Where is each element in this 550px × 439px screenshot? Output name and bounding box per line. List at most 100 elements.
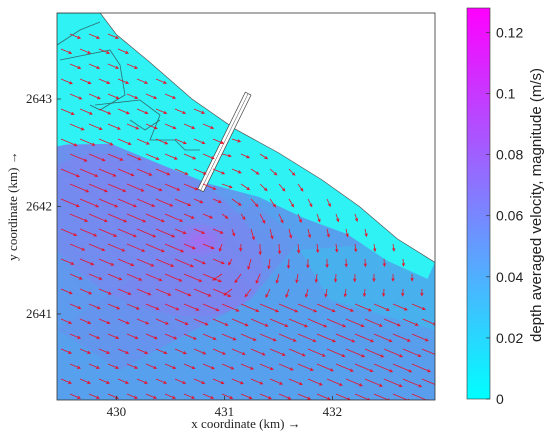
velocity-arrow (98, 348, 111, 354)
velocity-arrow (324, 288, 328, 298)
velocity-arrow (136, 348, 149, 354)
velocity-arrow (164, 183, 181, 191)
velocity-arrow (402, 348, 422, 357)
velocity-arrow (69, 93, 83, 100)
velocity-arrow (345, 378, 363, 387)
velocity-arrow (136, 258, 155, 267)
velocity-arrow (69, 303, 82, 310)
velocity-arrow (316, 213, 321, 223)
velocity-arrow (231, 348, 246, 355)
velocity-arrow (145, 183, 163, 192)
velocity-arrow (382, 288, 386, 297)
velocity-arrow (212, 348, 227, 355)
velocity-arrow (145, 153, 160, 160)
velocity-arrow (155, 228, 176, 238)
velocity-arrow (69, 273, 83, 280)
velocity-arrow (155, 318, 169, 325)
velocity-arrow (392, 303, 408, 311)
velocity-arrow (288, 318, 309, 328)
structure-line (94, 99, 200, 151)
velocity-arrow (363, 258, 367, 268)
velocity-arrow (345, 318, 365, 328)
velocity-arrow (250, 228, 255, 241)
velocity-arrow (212, 228, 224, 234)
velocity-arrow (307, 228, 312, 239)
velocity-arrow (88, 123, 103, 130)
velocity-arrow (221, 153, 232, 158)
velocity-arrow (183, 363, 196, 370)
velocity-arrow (60, 228, 78, 237)
velocity-arrow (164, 333, 178, 340)
velocity-arrow (79, 198, 100, 208)
velocity-arrow (202, 363, 215, 370)
velocity-arrow (212, 168, 226, 175)
velocity-arrow (107, 183, 127, 192)
velocity-arrow (202, 123, 215, 129)
velocity-arrow (231, 228, 236, 237)
structure-line (129, 119, 161, 131)
velocity-arrow (69, 363, 82, 369)
velocity-arrow (392, 333, 411, 342)
velocity-arrow (88, 273, 103, 280)
velocity-arrow (364, 378, 383, 387)
velocity-arrow (364, 228, 368, 238)
velocity-arrow (269, 198, 277, 208)
velocity-arrow (269, 348, 286, 356)
velocity-arrow (421, 378, 435, 385)
harbour-structures (57, 21, 200, 151)
velocity-arrow (155, 168, 171, 176)
velocity-arrow (411, 363, 432, 373)
velocity-arrow (88, 333, 101, 339)
velocity-arrow (79, 348, 92, 354)
velocity-arrow (202, 303, 220, 312)
velocity-arrow (295, 273, 299, 284)
velocity-arrow (183, 153, 197, 160)
colorbar-tick-label: 0 (496, 391, 504, 407)
velocity-arrow (69, 63, 82, 69)
velocity-arrow (164, 273, 183, 282)
velocity-arrow (79, 138, 96, 146)
velocity-arrow (267, 258, 271, 270)
velocity-arrow (193, 288, 212, 297)
velocity-arrow (136, 288, 152, 296)
velocity-arrow (410, 273, 414, 282)
velocity-arrow (193, 258, 206, 265)
velocity-arrow (117, 138, 132, 145)
velocity-arrow (212, 288, 232, 297)
velocity-arrow (164, 363, 177, 369)
velocity-arrow (259, 213, 266, 224)
velocity-arrow (212, 138, 225, 144)
velocity-arrow (88, 213, 108, 223)
velocity-arrow (221, 213, 229, 219)
velocity-arrow (326, 348, 346, 358)
velocity-arrow (88, 183, 108, 193)
velocity-arrow (333, 273, 338, 283)
velocity-arrow (240, 333, 257, 341)
velocity-arrow (98, 258, 115, 266)
velocity-arrow (354, 213, 359, 223)
velocity-arrow (335, 213, 340, 223)
velocity-arrow (60, 138, 78, 147)
x-tick-label: 431 (215, 404, 235, 419)
velocity-arrow (79, 108, 93, 115)
velocity-arrow (297, 333, 317, 342)
velocity-arrow (117, 168, 135, 177)
velocity-arrow (155, 108, 168, 114)
velocity-arrow (354, 393, 371, 400)
y-tick-label: 2641 (26, 306, 52, 321)
velocity-arrow (117, 108, 130, 115)
velocity-arrow (126, 363, 139, 369)
velocity-arrow (126, 243, 146, 252)
velocity-arrow (364, 318, 383, 327)
velocity-arrow (174, 198, 192, 207)
velocity-arrow (193, 348, 207, 355)
velocity-arrow (326, 198, 331, 208)
velocity-arrow (155, 378, 168, 384)
velocity-arrow (288, 228, 293, 239)
velocity-arrow (174, 348, 187, 355)
velocity-arrow (234, 273, 242, 284)
velocity-arrow (202, 183, 217, 190)
velocity-arrow (288, 168, 296, 176)
velocity-arrow (285, 288, 290, 299)
velocity-arrow (136, 108, 149, 115)
